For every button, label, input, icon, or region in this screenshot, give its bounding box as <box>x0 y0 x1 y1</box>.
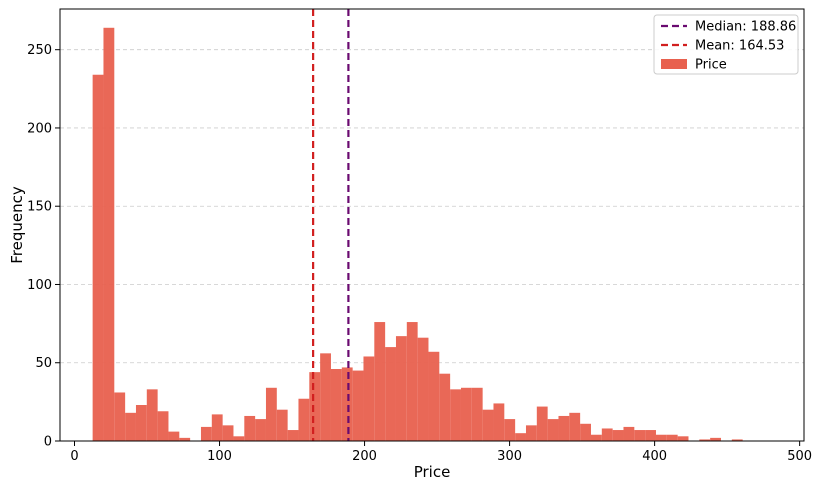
histogram-bar <box>374 322 386 441</box>
histogram-bar <box>612 430 624 441</box>
histogram-bar <box>634 430 646 441</box>
y-tick-label: 100 <box>27 278 52 293</box>
legend-box <box>653 14 799 75</box>
histogram-bar <box>525 425 537 441</box>
histogram-bar <box>580 423 591 441</box>
reference-lines <box>312 9 350 441</box>
histogram-bar <box>146 389 158 441</box>
histogram-bar <box>222 425 234 441</box>
histogram-bar <box>211 414 223 441</box>
histogram-bar <box>157 411 169 441</box>
x-axis-label: Price <box>414 463 451 481</box>
y-tick-label: 250 <box>27 43 52 58</box>
x-tick-label: 300 <box>497 449 522 464</box>
histogram-bar <box>450 389 461 441</box>
histogram-bar <box>417 337 429 441</box>
y-tick-label: 150 <box>27 200 52 215</box>
x-tick-label: 200 <box>352 449 377 464</box>
y-tick-label: 200 <box>27 121 52 136</box>
histogram-bar <box>731 439 743 441</box>
legend-price-swatch <box>661 59 687 69</box>
histogram-bar <box>352 370 364 441</box>
histogram-bar <box>406 322 418 441</box>
legend: Median: 188.86 Mean: 164.53 Price <box>653 14 799 75</box>
histogram-bar <box>558 415 570 441</box>
histogram-bar <box>168 431 180 441</box>
histogram-bar <box>471 387 483 441</box>
plot-frame <box>59 8 805 442</box>
x-tick-label: 0 <box>70 449 78 464</box>
legend-mean-label: Mean: 164.53 <box>695 39 784 54</box>
histogram-bar <box>428 351 440 441</box>
histogram-bar <box>536 406 548 441</box>
x-tick-label: 400 <box>642 449 667 464</box>
histogram-bar <box>623 426 635 441</box>
histogram-bar <box>330 369 342 441</box>
histogram-bar <box>710 437 721 441</box>
histogram-bar <box>309 372 321 441</box>
histogram-bar <box>645 430 656 441</box>
histogram-bar <box>590 434 602 441</box>
histogram-bar <box>265 387 277 441</box>
histogram-bar <box>287 430 299 441</box>
x-tick-label: 100 <box>207 449 232 464</box>
histogram-bar <box>233 436 245 441</box>
histogram-bar <box>341 367 353 441</box>
histogram-bar <box>515 433 526 441</box>
histogram-bar <box>699 439 711 441</box>
histogram-bar <box>395 336 407 441</box>
histogram-bar <box>482 409 494 441</box>
histogram-bar <box>547 419 559 441</box>
histogram-bar <box>103 27 115 442</box>
histogram-bar <box>493 403 505 441</box>
x-tick-label: 500 <box>787 449 812 464</box>
histogram-bar <box>200 426 212 441</box>
histogram-bar <box>504 419 516 441</box>
legend-median-label: Median: 188.86 <box>695 20 796 35</box>
histogram-bar <box>601 428 613 441</box>
histogram-bar <box>439 373 451 441</box>
histogram-bar <box>460 387 472 441</box>
histogram-bar <box>320 353 331 441</box>
histogram-bar <box>114 392 126 441</box>
histogram-bars <box>92 27 743 442</box>
histogram-bar <box>363 356 375 441</box>
y-tick-label: 50 <box>35 356 52 371</box>
histogram-bar <box>298 398 310 441</box>
histogram-bar <box>385 347 396 441</box>
histogram-bar <box>666 434 678 441</box>
histogram-bar <box>255 419 266 441</box>
histogram-bar <box>569 412 581 441</box>
y-axis-label: Frequency <box>8 186 26 264</box>
legend-price-label: Price <box>695 58 727 73</box>
histogram-bar <box>92 74 104 441</box>
histogram-bar <box>276 409 288 441</box>
histogram-bar <box>244 415 256 441</box>
histogram-bar <box>179 437 191 441</box>
histogram-bar <box>135 405 147 441</box>
histogram-bar <box>677 436 689 441</box>
y-tick-label: 0 <box>44 435 52 450</box>
histogram-bar <box>655 434 667 441</box>
histogram-bar <box>125 412 136 441</box>
y-axis-ticks: 0 50 100 150 200 250 <box>27 43 60 450</box>
x-axis-ticks: 0 100 200 300 400 500 <box>70 441 812 464</box>
